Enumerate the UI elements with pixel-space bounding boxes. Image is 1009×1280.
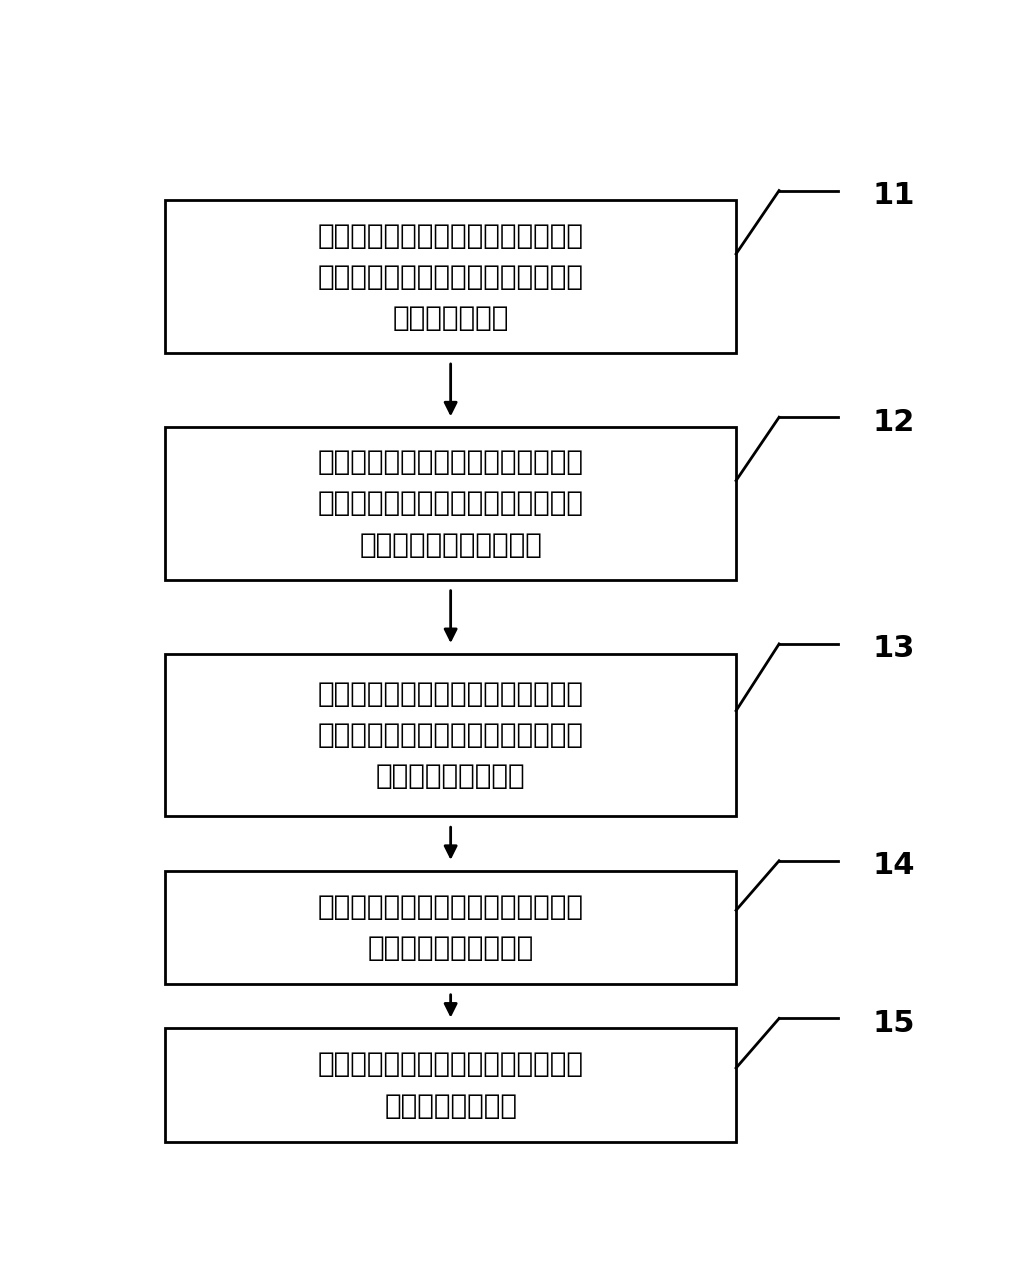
Text: 相机与转台一同做二维转动，拍摄光
学参考点，同步记录各站位角度值，
建立虚拟标定控制场: 相机与转台一同做二维转动，拍摄光 学参考点，同步记录各站位角度值， 建立虚拟标定… [318,680,583,790]
Text: 拟合图像中反射球椭圆轮廓，计算标
定靶标圆心的图像位置: 拟合图像中反射球椭圆轮廓，计算标 定靶标圆心的图像位置 [318,892,583,961]
Text: 14: 14 [873,851,915,881]
Bar [165,654,737,817]
Text: 15: 15 [873,1009,915,1038]
Text: 光学反射球与跟踪仪靶球能实现精密
互换，通过跟踪仪建立光学反射球中
心在转台坐标系下的位置: 光学反射球与跟踪仪靶球能实现精密 互换，通过跟踪仪建立光学反射球中 心在转台坐标… [318,448,583,558]
Bar [165,428,737,580]
Text: 11: 11 [873,180,915,210]
Bar [165,870,737,984]
Text: 12: 12 [873,407,915,436]
Text: 精密二轴转台与跟踪仪靶球一同做旋
转运动，解算跟踪仪坐标系到转台坐
标系的转换矩阵: 精密二轴转台与跟踪仪靶球一同做旋 转运动，解算跟踪仪坐标系到转台坐 标系的转换矩… [318,221,583,332]
Text: 13: 13 [873,635,915,663]
Bar [165,201,737,353]
Text: 基于相机成像模型建立最小化目标函
数，进行相机标定: 基于相机成像模型建立最小化目标函 数，进行相机标定 [318,1051,583,1120]
Bar [165,1028,737,1142]
